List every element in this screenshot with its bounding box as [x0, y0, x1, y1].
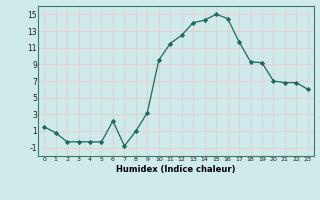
X-axis label: Humidex (Indice chaleur): Humidex (Indice chaleur)	[116, 165, 236, 174]
